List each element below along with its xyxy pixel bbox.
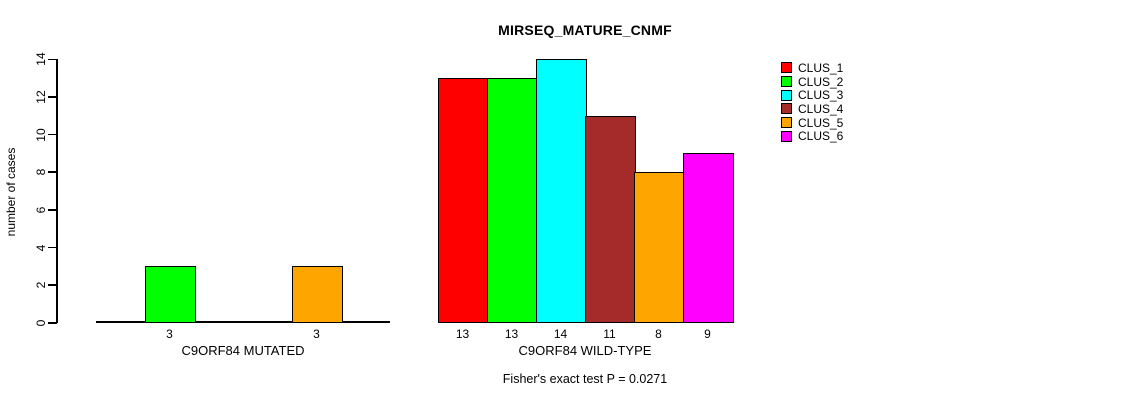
bar-clus_5-group2 [634,172,685,323]
bar-clus_3-group2 [536,59,587,323]
group-label-mutated: C9ORF84 MUTATED [181,343,305,358]
y-tick-label: 2 [34,281,48,289]
bar-value-label: 13 [455,327,470,341]
y-tick-mark [48,284,57,286]
legend-row-clus_3: CLUS_3 [781,88,843,102]
bar-clus_2-group1 [145,266,196,323]
legend-row-clus_6: CLUS_6 [781,129,843,143]
y-axis-line [56,58,58,324]
legend-label: CLUS_3 [798,88,844,103]
legend-row-clus_4: CLUS_4 [781,102,843,116]
legend-swatch-icon [781,103,792,115]
legend-swatch-icon [781,130,792,142]
y-tick-mark [48,246,57,249]
legend-swatch-icon [781,62,792,74]
y-tick-mark [48,133,57,136]
chart-title: MIRSEQ_MATURE_CNMF [498,22,672,38]
y-tick-label: 12 [34,90,48,104]
y-tick-mark [48,96,57,98]
y-tick-label: 6 [34,206,48,214]
legend-row-clus_5: CLUS_5 [781,116,843,130]
bar-clus_4-group2 [585,115,636,323]
y-tick-mark [48,209,57,211]
legend-label: CLUS_5 [798,115,844,130]
y-tick-mark [48,322,57,324]
legend-row-clus_2: CLUS_2 [781,75,843,89]
legend-swatch-icon [781,76,792,88]
y-tick-label: 14 [34,52,48,66]
legend-label: CLUS_4 [798,101,844,116]
y-tick-label: 0 [34,319,48,327]
bar-clus_6-group2 [683,153,734,323]
legend-swatch-icon [781,117,792,129]
bar-value-label: 3 [166,327,173,341]
legend-row-clus_1: CLUS_1 [781,61,843,75]
legend: CLUS_1 CLUS_2 CLUS_3 CLUS_4 CLUS_5 CLUS_6 [781,61,843,143]
bar-clus_1-group2 [438,78,489,323]
y-tick-label: 10 [34,127,48,142]
group-label-wildtype: C9ORF84 WILD-TYPE [518,343,652,358]
y-tick-mark [48,58,57,61]
bar-value-label: 14 [553,327,568,341]
legend-swatch-icon [781,89,792,101]
bar-value-label: 13 [504,327,519,341]
y-tick-label: 4 [34,244,48,251]
legend-label: CLUS_6 [798,129,844,144]
bar-value-label: 3 [313,327,320,341]
y-tick-mark [48,171,57,173]
legend-label: CLUS_2 [798,74,844,89]
bar-clus_5-group1 [292,266,343,323]
fisher-test-annotation: Fisher's exact test P = 0.0271 [502,372,668,386]
y-axis-label: number of cases [4,147,18,237]
legend-label: CLUS_1 [798,60,844,75]
bar-value-label: 11 [603,327,616,341]
y-tick-label: 8 [34,168,48,176]
bar-value-label: 8 [655,327,662,341]
x-baseline [96,321,390,323]
bar-clus_2-group2 [487,78,538,323]
bar-value-label: 9 [704,327,711,341]
